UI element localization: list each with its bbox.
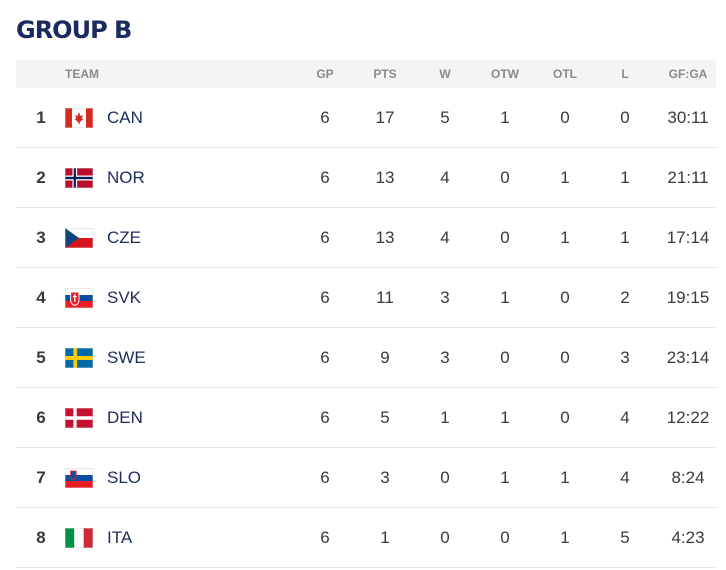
flag-icon (64, 227, 94, 249)
rank: 1 (36, 108, 46, 127)
stat-cell: 1 (500, 468, 510, 487)
stat-cell: 5 (620, 528, 630, 547)
rank: 8 (36, 528, 46, 547)
stat-cell: 17:14 (666, 228, 710, 247)
stat-cell: 8:24 (671, 468, 705, 487)
table-row: 6 DEN 6 5 1 1 0 4 12:22 (16, 388, 716, 448)
flag-icon (64, 407, 94, 429)
stat-cell: 2 (620, 288, 630, 307)
stat-cell: 6 (320, 408, 330, 427)
stat-cell: 4:23 (671, 528, 705, 547)
stat-cell: 6 (320, 288, 330, 307)
column-header: TEAM (65, 67, 99, 81)
group-title: GROUP B (16, 16, 132, 44)
stat-cell: 1 (560, 468, 570, 487)
flag-icon (64, 167, 94, 189)
rank: 4 (36, 288, 46, 307)
stat-cell: 23:14 (666, 348, 710, 367)
flag-icon (64, 467, 94, 489)
column-header: L (621, 67, 629, 81)
stat-cell: 21:11 (667, 168, 709, 187)
rank: 2 (36, 168, 46, 187)
table-row: 3 CZE 6 13 4 0 1 1 17:14 (16, 208, 716, 268)
stat-cell: 0 (440, 528, 450, 547)
stat-cell: 5 (380, 408, 390, 427)
column-header: W (439, 67, 451, 81)
rank: 7 (36, 468, 46, 487)
stat-cell: 4 (620, 468, 630, 487)
stat-cell: 5 (440, 108, 450, 127)
stat-cell: 0 (500, 168, 510, 187)
stat-cell: 1 (500, 108, 510, 127)
rank: 3 (36, 228, 46, 247)
stat-cell: 1 (560, 168, 570, 187)
stat-cell: 13 (375, 168, 395, 187)
column-header: GP (316, 67, 334, 81)
stat-cell: 0 (440, 468, 450, 487)
stat-cell: 0 (500, 348, 510, 367)
stat-cell: 3 (440, 288, 450, 307)
column-header: PTS (373, 67, 397, 81)
stat-cell: 1 (560, 528, 570, 547)
team-name: DEN (107, 408, 143, 427)
column-header: OTW (491, 67, 519, 81)
team-name: SLO (107, 468, 142, 487)
table-row: 5 SWE 6 9 3 0 0 3 23:14 (16, 328, 716, 388)
stat-cell: 0 (560, 348, 570, 367)
stat-cell: 4 (620, 408, 630, 427)
stat-cell: 13 (375, 228, 395, 247)
team-name: CZE (107, 228, 141, 247)
stat-cell: 4 (440, 228, 450, 247)
stat-cell: 4 (440, 168, 450, 187)
team-name: ITA (107, 528, 133, 547)
stat-cell: 3 (620, 348, 630, 367)
table-row: 8 ITA 6 1 0 0 1 5 4:23 (16, 508, 716, 568)
column-header: OTL (553, 67, 577, 81)
stat-cell: 19:15 (666, 288, 710, 307)
table-row: 1 CAN 6 17 5 1 0 0 30:11 (16, 88, 716, 148)
stat-cell: 6 (320, 468, 330, 487)
stat-cell: 11 (376, 288, 394, 307)
column-header: GF:GA (668, 67, 708, 81)
team-name: SVK (107, 288, 142, 307)
rank: 5 (36, 348, 46, 367)
stat-cell: 0 (620, 108, 630, 127)
stat-cell: 1 (500, 408, 510, 427)
table-row: 4 SVK 6 11 3 1 0 2 19:15 (16, 268, 716, 328)
team-name: SWE (107, 348, 146, 367)
flag-icon (64, 107, 94, 129)
stat-cell: 6 (320, 228, 330, 247)
team-name: NOR (107, 168, 145, 187)
stat-cell: 6 (320, 348, 330, 367)
stat-cell: 12:22 (666, 408, 710, 427)
stat-cell: 0 (560, 108, 570, 127)
stat-cell: 6 (320, 528, 330, 547)
stat-cell: 1 (440, 408, 450, 427)
stat-cell: 17 (375, 108, 395, 127)
stat-cell: 1 (620, 168, 630, 187)
flag-icon (64, 347, 94, 369)
flag-icon (64, 287, 94, 309)
table-header: TEAM GP PTS W OTW OTL L GF:GA (16, 60, 716, 88)
team-name: CAN (107, 108, 143, 127)
stat-cell: 1 (560, 228, 570, 247)
table-row: 2 NOR 6 13 4 0 1 1 21:11 (16, 148, 716, 208)
rank: 6 (36, 408, 46, 427)
stat-cell: 1 (380, 528, 390, 547)
stat-cell: 6 (320, 108, 330, 127)
stat-cell: 1 (500, 288, 510, 307)
stat-cell: 0 (560, 408, 570, 427)
stat-cell: 6 (320, 168, 330, 187)
stat-cell: 3 (380, 468, 390, 487)
stat-cell: 0 (500, 228, 510, 247)
stat-cell: 0 (560, 288, 570, 307)
stat-cell: 1 (620, 228, 630, 247)
stat-cell: 0 (500, 528, 510, 547)
stat-cell: 3 (440, 348, 450, 367)
stat-cell: 30:11 (667, 108, 709, 127)
stat-cell: 9 (380, 348, 390, 367)
table-row: 7 SLO 6 3 0 1 1 4 8:24 (16, 448, 716, 508)
flag-icon (64, 527, 94, 549)
